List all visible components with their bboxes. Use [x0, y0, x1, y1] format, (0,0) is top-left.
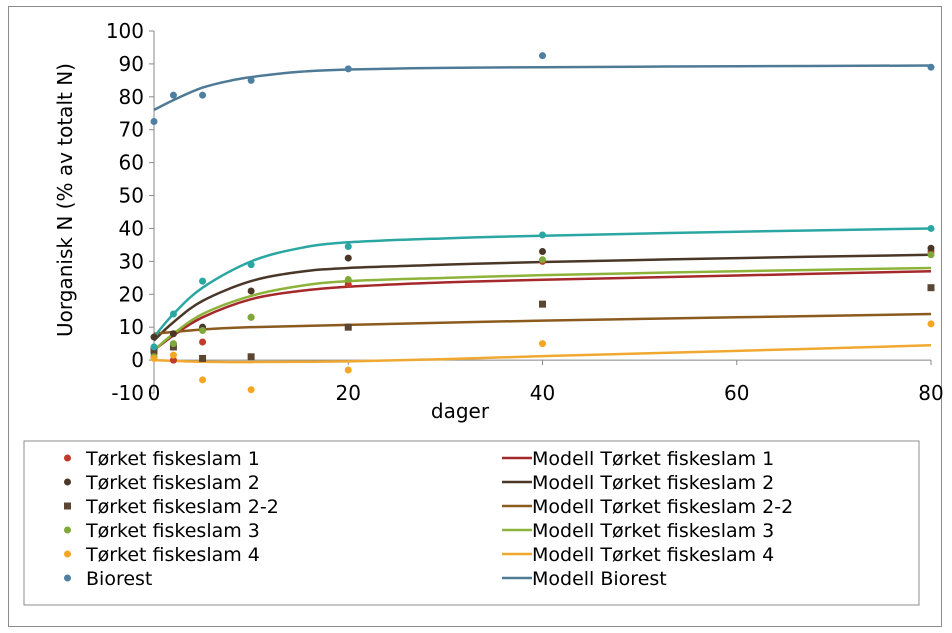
data-point-6 [247, 313, 255, 321]
data-points [150, 52, 935, 394]
data-point-2 [150, 333, 158, 341]
data-point-10 [150, 118, 158, 125]
legend-marker [64, 526, 71, 534]
x-tick-label: 20 [336, 381, 361, 405]
data-point-6 [169, 340, 177, 348]
legend-marker [64, 550, 71, 558]
x-tick-label: 40 [530, 381, 555, 405]
legend-label: Tørket fiskeslam 1 [85, 448, 260, 470]
data-point-2 [344, 254, 352, 262]
data-point-10 [344, 65, 352, 73]
y-axis-ticks: -10 0 10 20 30 40 50 60 70 80 90 100 [106, 19, 154, 405]
y-tick-label: 60 [119, 151, 144, 175]
legend-label: Modell Tørket fiskeslam 2-2 [532, 496, 793, 518]
data-point-0 [169, 356, 177, 364]
data-point-8 [150, 354, 158, 362]
axes [153, 31, 931, 393]
data-point-8 [199, 376, 207, 384]
data-point-0 [199, 338, 207, 346]
data-point-2 [169, 330, 177, 338]
legend-label: Modell Tørket fiskeslam 2 [532, 472, 774, 494]
y-tick-label: 20 [119, 282, 144, 306]
legend-label: Modell Tørket fiskeslam 4 [532, 544, 774, 566]
data-point-6 [199, 326, 207, 334]
data-point-6 [539, 256, 546, 264]
x-axis-title: dager [431, 399, 490, 423]
series-line-13 [153, 227, 932, 338]
data-point-4 [247, 353, 255, 361]
data-point-10 [247, 76, 255, 84]
y-tick-label: 50 [119, 184, 144, 208]
data-point-2 [539, 247, 546, 255]
x-tick-label: 0 [148, 381, 161, 405]
y-tick-label: 80 [119, 85, 144, 109]
x-tick-label: 60 [724, 381, 749, 405]
data-point-12 [169, 310, 177, 318]
data-point-10 [927, 63, 935, 71]
series-line-7 [153, 266, 932, 352]
x-axis-ticks: 0 20 40 60 80 [148, 360, 944, 405]
legend-marker [64, 454, 71, 462]
data-point-8 [169, 351, 177, 359]
data-point-4 [539, 300, 546, 308]
y-tick-label: 70 [119, 118, 144, 142]
data-point-2 [927, 244, 935, 252]
legend-marker [64, 478, 71, 486]
legend-marker [64, 502, 71, 510]
legend-label: Biorest [86, 568, 152, 590]
legend-label: Modell Biorest [532, 568, 667, 590]
legend-label: Tørket fiskeslam 3 [85, 520, 260, 542]
series-line-3 [153, 253, 932, 342]
y-tick-label: 10 [119, 315, 144, 339]
legend-label: Tørket fiskeslam 2-2 [85, 496, 279, 518]
series-line-9 [153, 344, 932, 364]
data-point-8 [927, 320, 935, 328]
y-axis-title: Uorganisk N (% av totalt N) [53, 63, 77, 337]
data-point-8 [344, 366, 352, 374]
model-lines [153, 64, 932, 364]
x-tick-label: 80 [918, 381, 943, 405]
y-tick-label: 30 [119, 249, 144, 273]
legend-label: Modell Tørket fiskeslam 3 [532, 520, 774, 542]
data-point-12 [199, 277, 207, 285]
legend-box [23, 440, 920, 606]
data-point-10 [539, 52, 546, 60]
y-tick-label: 90 [119, 52, 144, 76]
y-tick-label: 100 [106, 19, 144, 43]
legend-label: Tørket fiskeslam 4 [85, 544, 260, 566]
legend-label: Modell Tørket fiskeslam 1 [532, 448, 774, 470]
data-point-12 [150, 343, 158, 351]
data-point-6 [344, 275, 352, 283]
y-tick-label: -10 [111, 381, 144, 405]
series-line-5 [153, 312, 932, 336]
data-point-4 [199, 354, 207, 362]
series-line-11 [153, 64, 932, 112]
data-point-8 [247, 386, 255, 394]
data-point-0 [344, 280, 352, 288]
legend-marker [64, 574, 71, 582]
data-point-4 [344, 323, 352, 331]
data-point-12 [247, 261, 255, 269]
data-point-2 [247, 287, 255, 295]
data-point-6 [927, 251, 935, 259]
data-point-12 [344, 243, 352, 251]
data-point-4 [927, 284, 935, 292]
data-point-10 [169, 91, 177, 99]
series-line-1 [153, 269, 932, 352]
data-point-10 [199, 91, 207, 99]
y-tick-label: 0 [131, 348, 144, 372]
data-point-12 [539, 231, 546, 239]
data-point-12 [927, 224, 935, 232]
legend-label: Tørket fiskeslam 2 [85, 472, 260, 494]
y-tick-label: 40 [119, 216, 144, 240]
data-point-8 [539, 340, 546, 348]
